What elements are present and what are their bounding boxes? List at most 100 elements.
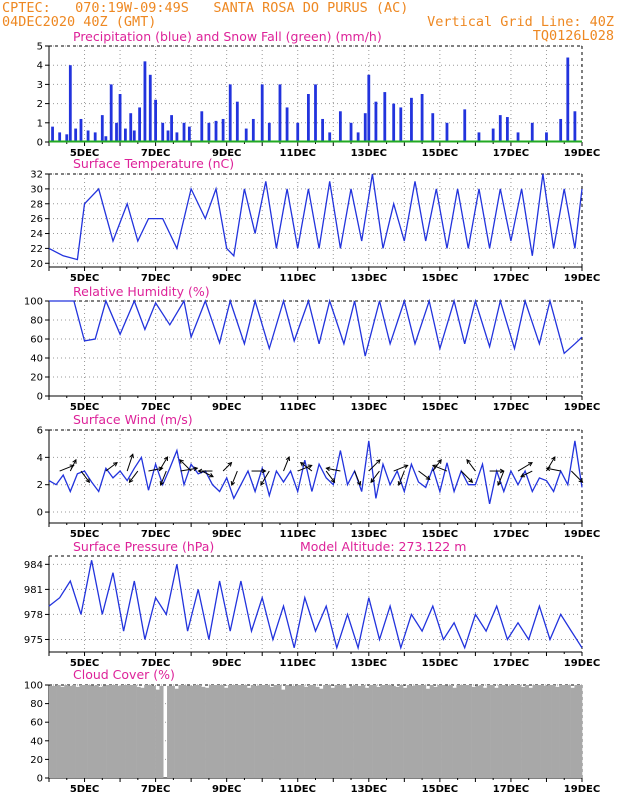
cloud-bar bbox=[243, 685, 248, 778]
wind-vector bbox=[393, 464, 408, 472]
precip-bar bbox=[228, 84, 232, 142]
precip-bar bbox=[431, 113, 435, 142]
cloud-bar bbox=[502, 685, 507, 778]
x-tick-label: 15DEC bbox=[422, 658, 458, 669]
wind-arrowhead bbox=[520, 473, 526, 478]
wind-arrowhead bbox=[261, 468, 267, 474]
cloud-bar bbox=[60, 686, 65, 778]
wind-arrowhead bbox=[468, 478, 474, 483]
precip-bar bbox=[109, 84, 113, 142]
precip-bar bbox=[214, 120, 218, 142]
wind-vector bbox=[520, 470, 533, 478]
wind-arrowhead bbox=[197, 468, 203, 474]
wind-vector bbox=[418, 470, 431, 480]
y-tick-label: 26 bbox=[30, 214, 43, 225]
cloud-bar bbox=[475, 685, 480, 778]
wind-arrowhead bbox=[159, 480, 165, 486]
cloud-bar bbox=[380, 685, 385, 778]
precip-bar bbox=[221, 118, 225, 142]
wind-arrowhead bbox=[158, 466, 164, 472]
precip-bar bbox=[115, 122, 118, 142]
precip-bar bbox=[392, 103, 396, 142]
wind-arrowhead bbox=[128, 478, 134, 484]
wind-arrowhead bbox=[545, 466, 551, 472]
x-tick-label: 11DEC bbox=[280, 658, 316, 669]
precip-bar bbox=[420, 94, 424, 142]
cloud-bar bbox=[300, 685, 305, 778]
cloud-bar bbox=[186, 685, 191, 778]
y-tick-label: 981 bbox=[24, 585, 43, 596]
wind-vector bbox=[231, 470, 238, 486]
wind-vector bbox=[222, 462, 232, 472]
wind-arrowhead bbox=[425, 475, 431, 481]
x-tick-label: 13DEC bbox=[351, 148, 387, 159]
cloud-bar bbox=[384, 685, 389, 778]
cloud-bar bbox=[102, 685, 107, 778]
x-tick-label: 19DEC bbox=[564, 148, 600, 159]
cloud-bar bbox=[467, 685, 472, 778]
wind-arrowhead bbox=[370, 478, 375, 484]
cloud-bar bbox=[170, 685, 175, 778]
precip-bar bbox=[175, 132, 179, 142]
cloud-bar bbox=[444, 685, 450, 778]
cloud-bar bbox=[250, 685, 255, 778]
y-tick-label: 60 bbox=[30, 335, 43, 346]
cloud-bar bbox=[98, 686, 103, 778]
cloud-bar bbox=[174, 688, 179, 778]
cloud-bar bbox=[387, 685, 392, 778]
y-tick-label: 32 bbox=[30, 170, 43, 181]
cloud-bar bbox=[182, 685, 187, 778]
precip-bar bbox=[356, 132, 360, 142]
x-tick-label: 19DEC bbox=[564, 658, 600, 669]
cloud-bar bbox=[509, 685, 514, 778]
x-tick-label: 7DEC bbox=[141, 402, 170, 413]
x-tick-label: 17DEC bbox=[493, 402, 529, 413]
cloud-bar bbox=[448, 685, 453, 778]
wind-vector bbox=[325, 470, 335, 483]
precip-bar bbox=[491, 128, 495, 142]
cloud-bar bbox=[258, 685, 263, 778]
y-tick-label: 975 bbox=[24, 635, 43, 646]
wind-vector bbox=[570, 470, 583, 483]
panel-title: Precipitation (blue) and Snow Fall (gree… bbox=[73, 29, 382, 44]
y-tick-label: 3 bbox=[37, 80, 43, 91]
cloud-bar bbox=[559, 685, 564, 778]
y-tick-label: 4 bbox=[37, 61, 43, 72]
cloud-bar bbox=[536, 685, 541, 778]
cloud-bar bbox=[167, 685, 172, 778]
precip-bar bbox=[235, 101, 239, 142]
cloud-bar bbox=[521, 686, 526, 778]
cloud-bar bbox=[570, 687, 575, 778]
y-tick-label: 5 bbox=[37, 42, 43, 53]
precip-bar bbox=[410, 97, 413, 142]
x-tick-label: 9DEC bbox=[212, 402, 241, 413]
cloud-bar bbox=[399, 685, 404, 778]
header-run-time: 04DEC2020 40Z (GMT) bbox=[2, 14, 157, 30]
y-tick-label: 0 bbox=[37, 508, 43, 519]
wind-arrowhead bbox=[578, 478, 584, 483]
wind-vector bbox=[160, 470, 167, 486]
precip-bar bbox=[123, 128, 127, 142]
cloud-bar bbox=[547, 685, 552, 778]
series-line bbox=[48, 173, 583, 261]
precip-bar bbox=[244, 128, 248, 142]
x-tick-label: 15DEC bbox=[422, 784, 458, 795]
y-tick-label: 40 bbox=[30, 354, 43, 365]
precip-bar bbox=[161, 122, 165, 142]
x-tick-label: 17DEC bbox=[493, 529, 529, 540]
cloud-bar bbox=[117, 685, 122, 778]
wind-vector bbox=[300, 462, 313, 472]
panel-title: Surface Temperature (nC) bbox=[73, 156, 234, 171]
precip-bar bbox=[463, 109, 467, 142]
precip-bar bbox=[166, 130, 170, 142]
cloud-bar bbox=[193, 685, 198, 778]
cloud-bar bbox=[543, 685, 549, 778]
cloud-bar bbox=[418, 685, 423, 778]
x-tick-label: 7DEC bbox=[141, 658, 170, 669]
wind-arrowhead bbox=[397, 480, 403, 486]
y-tick-label: 984 bbox=[24, 560, 43, 571]
precip-bar bbox=[566, 57, 570, 142]
wind-vector bbox=[370, 470, 380, 483]
cloud-bar bbox=[326, 685, 332, 778]
